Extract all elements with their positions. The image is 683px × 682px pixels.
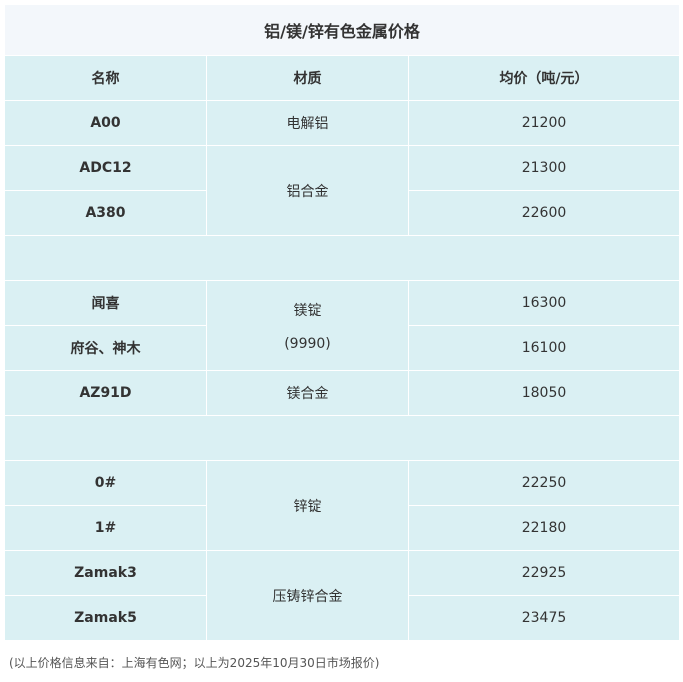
cell-material: 压铸锌合金 bbox=[206, 550, 409, 641]
spacer-row bbox=[4, 415, 680, 461]
cell-name: A00 bbox=[4, 100, 207, 146]
cell-name: 0# bbox=[4, 460, 207, 506]
cell-name: A380 bbox=[4, 190, 207, 236]
footnote: (以上价格信息来自：上海有色网；以上为2025年10月30日市场报价) bbox=[9, 656, 380, 670]
table-row: 0# 锌锭 22250 bbox=[4, 460, 680, 551]
cell-price: 18050 bbox=[408, 370, 680, 416]
cell-price: 22925 bbox=[408, 550, 680, 596]
cell-name: Zamak3 bbox=[4, 550, 207, 596]
table-row: AZ91D 镁合金 18050 bbox=[4, 370, 680, 416]
cell-material: 铝合金 bbox=[206, 145, 409, 236]
table-row: A00 电解铝 21200 bbox=[4, 100, 680, 146]
table-row: 府谷、神木 16100 bbox=[4, 325, 680, 371]
cell-material: 镁合金 bbox=[206, 370, 409, 416]
cell-name: 闻喜 bbox=[4, 280, 207, 326]
header-name: 名称 bbox=[4, 55, 207, 101]
cell-price: 22180 bbox=[408, 505, 680, 551]
cell-price: 21200 bbox=[408, 100, 680, 146]
cell-material: 锌锭 bbox=[206, 460, 409, 551]
cell-name: 府谷、神木 bbox=[4, 325, 207, 371]
table-row: A380 22600 bbox=[4, 190, 680, 236]
cell-price: 23475 bbox=[408, 595, 680, 641]
cell-name: ADC12 bbox=[4, 145, 207, 191]
cell-name: Zamak5 bbox=[4, 595, 207, 641]
table-row: ADC12 铝合金 21300 bbox=[4, 145, 680, 236]
cell-price: 22600 bbox=[408, 190, 680, 236]
spacer-row bbox=[4, 235, 680, 281]
cell-name: AZ91D bbox=[4, 370, 207, 416]
header-price: 均价（吨/元） bbox=[408, 55, 680, 101]
table-row: Zamak3 压铸锌合金 22925 bbox=[4, 550, 680, 641]
table-row: 闻喜 镁锭 (9990) 16300 bbox=[4, 280, 680, 371]
header-row: 名称 材质 均价（吨/元） bbox=[4, 55, 680, 101]
table-row: Zamak5 23475 bbox=[4, 595, 680, 641]
table-row: 1# 22180 bbox=[4, 505, 680, 551]
cell-price: 16300 bbox=[408, 280, 680, 326]
cell-name: 1# bbox=[4, 505, 207, 551]
metal-price-table: 铝/镁/锌有色金属价格 名称 材质 均价（吨/元） A00 电解铝 21200 … bbox=[4, 4, 680, 641]
cell-material: 电解铝 bbox=[206, 100, 409, 146]
material-grade: (9990) bbox=[284, 335, 331, 352]
cell-price: 22250 bbox=[408, 460, 680, 506]
header-material: 材质 bbox=[206, 55, 409, 101]
cell-price: 16100 bbox=[408, 325, 680, 371]
cell-price: 21300 bbox=[408, 145, 680, 191]
cell-material: 镁锭 (9990) bbox=[206, 280, 409, 371]
material-label: 镁锭 bbox=[293, 302, 322, 319]
table-title: 铝/镁/锌有色金属价格 bbox=[4, 4, 680, 56]
